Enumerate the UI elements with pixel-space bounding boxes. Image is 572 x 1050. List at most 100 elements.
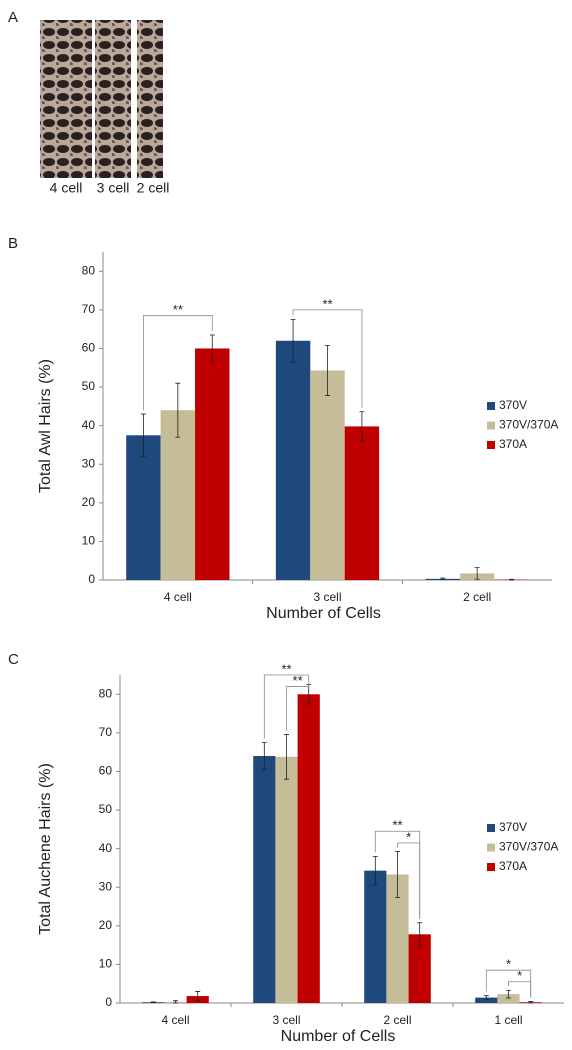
bar	[364, 870, 387, 1003]
significance-label: **	[392, 818, 402, 833]
y-tick-label: 20	[82, 495, 96, 509]
y-tick-label: 0	[88, 572, 95, 586]
bar	[126, 435, 161, 580]
y-tick-label: 60	[99, 764, 113, 778]
legend-swatch	[487, 843, 495, 852]
y-tick-label: 40	[82, 418, 96, 432]
legend-label: 370A	[499, 859, 527, 873]
bar	[475, 997, 498, 1003]
x-tick-label: 4 cell	[161, 1013, 189, 1027]
bar	[297, 694, 320, 1003]
significance-label: *	[506, 957, 511, 972]
legend-label: 370V	[499, 820, 527, 834]
significance-bracket	[263, 674, 310, 739]
y-tick-label: 0	[105, 995, 112, 1009]
error-bar	[261, 742, 267, 770]
significance-label: **	[293, 673, 303, 688]
x-tick-label: 4 cell	[164, 590, 192, 604]
x-tick-label: 3 cell	[272, 1013, 300, 1027]
error-bar	[528, 1001, 534, 1004]
legend-swatch	[487, 441, 495, 449]
bar	[160, 410, 196, 580]
error-bar	[372, 855, 378, 886]
y-tick-label: 20	[99, 918, 113, 932]
x-tick-label: 3 cell	[313, 590, 341, 604]
legend-label: 370V/370A	[499, 418, 558, 432]
error-bar	[150, 1001, 156, 1004]
bar	[497, 994, 520, 1003]
bar	[344, 426, 380, 580]
y-tick-label: 80	[99, 686, 113, 700]
x-tick-label: 1 cell	[494, 1013, 522, 1027]
error-bar	[140, 413, 146, 457]
y-tick-label: 30	[99, 879, 113, 893]
y-axis-title: Total Auchene Hairs (%)	[37, 763, 54, 935]
hair-image	[137, 20, 163, 178]
error-bar	[284, 734, 289, 780]
y-tick-label: 10	[99, 957, 113, 971]
image-caption: 4 cell	[50, 180, 83, 196]
error-bar	[209, 334, 215, 363]
error-bar	[417, 922, 423, 947]
legend-swatch	[487, 863, 495, 871]
significance-label: *	[517, 968, 522, 983]
bar	[386, 874, 409, 1003]
legend-label: 370V	[499, 398, 527, 412]
y-tick-label: 30	[82, 456, 96, 470]
error-bar	[395, 850, 400, 899]
y-tick-label: 50	[99, 802, 113, 816]
y-tick-label: 70	[82, 302, 96, 316]
significance-bracket	[508, 981, 532, 998]
legend-label: 370V/370A	[499, 840, 558, 854]
significance-label: **	[322, 296, 332, 311]
error-bar	[440, 577, 446, 581]
y-tick-label: 40	[99, 841, 113, 855]
legend-swatch	[487, 402, 495, 410]
error-bar	[173, 1000, 178, 1004]
error-bar	[509, 578, 515, 581]
hair-image	[95, 20, 131, 178]
bar	[310, 370, 345, 580]
significance-label: *	[406, 829, 411, 844]
bar	[253, 756, 276, 1003]
y-tick-label: 50	[82, 379, 96, 393]
hair-image	[40, 20, 92, 178]
y-tick-label: 80	[82, 263, 96, 277]
x-axis-title: Number of Cells	[266, 605, 381, 622]
significance-bracket	[143, 315, 213, 411]
y-tick-label: 70	[99, 725, 113, 739]
error-bar	[474, 567, 480, 580]
bar	[275, 340, 311, 580]
significance-label: **	[173, 302, 183, 317]
y-tick-label: 10	[82, 534, 96, 548]
image-caption: 2 cell	[137, 180, 170, 196]
panel-label: C	[8, 651, 19, 668]
bar	[275, 756, 298, 1003]
legend-label: 370A	[499, 437, 527, 451]
significance-label: **	[281, 661, 291, 676]
error-bar	[483, 995, 489, 1000]
x-tick-label: 2 cell	[383, 1013, 411, 1027]
significance-bracket	[286, 680, 310, 731]
significance-bracket	[292, 309, 363, 408]
legend-swatch	[487, 421, 495, 430]
error-bar	[175, 382, 181, 438]
panel-label: B	[8, 235, 18, 252]
significance-bracket	[397, 842, 421, 919]
bar	[195, 348, 230, 580]
error-bar	[325, 344, 330, 396]
x-axis-title: Number of Cells	[281, 1028, 396, 1045]
panel-label: A	[8, 9, 18, 26]
x-tick-label: 2 cell	[463, 590, 491, 604]
y-axis-title: Total Awl Hairs (%)	[37, 359, 54, 493]
legend-swatch	[487, 824, 495, 832]
error-bar	[506, 989, 511, 999]
error-bar	[359, 411, 365, 442]
image-caption: 3 cell	[97, 180, 130, 196]
y-tick-label: 60	[82, 341, 96, 355]
error-bar	[290, 319, 296, 363]
bar	[408, 934, 431, 1003]
error-bar	[195, 991, 201, 1002]
